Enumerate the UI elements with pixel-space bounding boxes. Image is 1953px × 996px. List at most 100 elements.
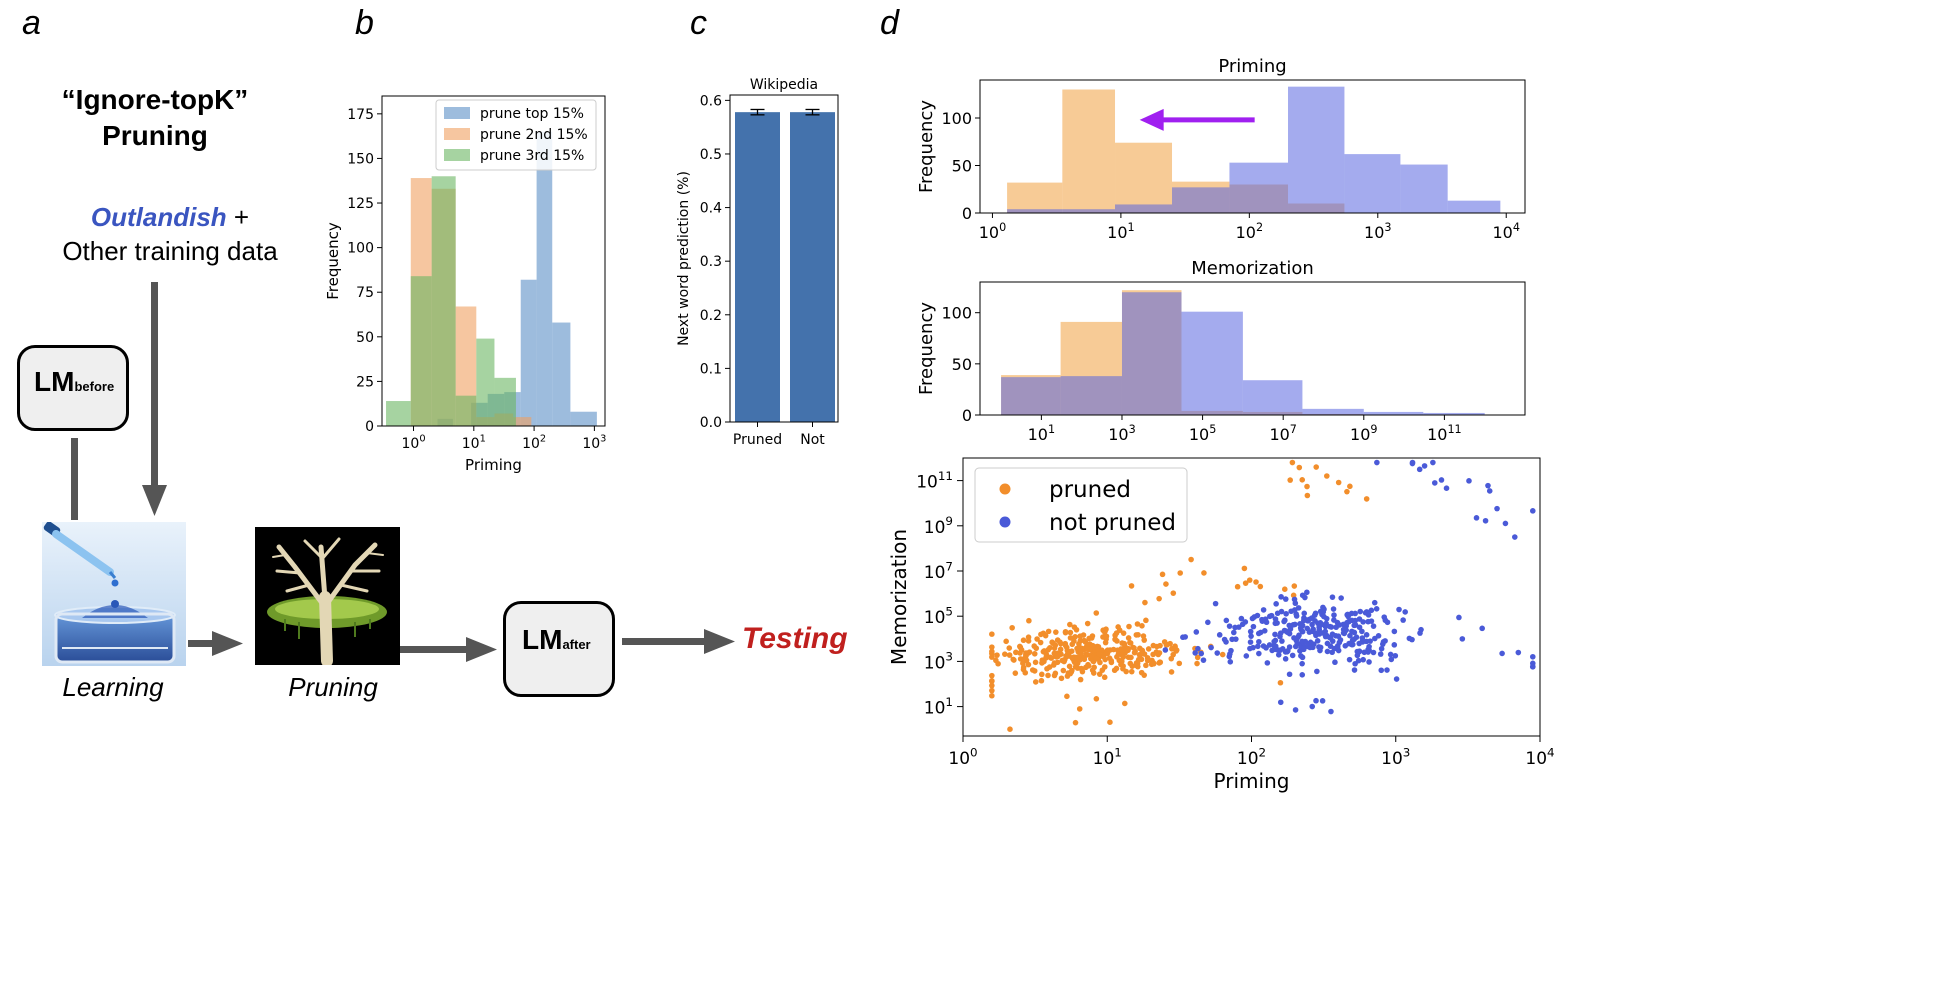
scatter-point-0-226 [1044,665,1050,672]
scatter-point-1-44 [1250,623,1257,630]
scatter-point-0-275 [1067,635,1074,641]
plot-frame [979,281,1526,416]
scatter-point-1-29 [1396,606,1402,613]
scatter-point-1-132 [1299,660,1305,667]
scatter-point-1-293 [1402,609,1408,615]
x-tick-label-2: 102 [522,434,546,452]
scatter-point-1-114 [1400,617,1406,623]
scatter-point-0-251 [1110,646,1117,653]
scatter-point-0-1 [1066,663,1073,670]
scatter-point-1-313 [1292,707,1299,713]
scatter-point-0-335 [1007,726,1013,732]
legend-swatch-1 [444,128,470,140]
scatter-point-1-252 [1269,647,1275,654]
scatter-point-1-10 [1346,656,1353,663]
scatter-point-0-221 [1157,659,1164,666]
x-tick-label-1: 101 [462,434,486,452]
scatter-point-0-0 [989,631,995,637]
scatter-point-1-249 [1248,633,1254,639]
scatter-point-0-368 [1121,700,1128,707]
scatter-point-0-333 [989,692,995,699]
annotation-arrow-head [1139,108,1164,131]
scatter-point-1-14 [1366,659,1372,665]
scatter-point-0-218 [1125,654,1132,661]
scatter-point-1-258 [1331,617,1337,623]
scatter-point-1-192 [1304,589,1310,596]
scatter-point-1-245 [1317,620,1324,626]
scatter-point-1-234 [1274,610,1281,617]
plot-frame [729,94,839,423]
scatter-point-1-178 [1324,648,1331,655]
scatter-point-0-177 [1017,650,1023,656]
scatter-point-0-319 [989,678,995,684]
scatter-point-1-197 [1282,656,1289,662]
scatter-point-1-232 [1337,637,1344,643]
scatter-point-1-95 [1388,656,1395,663]
y-tick-label-4: 100 [347,241,374,257]
scatter-point-1-173 [1378,645,1385,652]
flow-arrows [71,282,735,662]
y-tick-label-1: 50 [952,157,972,176]
legend-swatch-0 [444,107,470,119]
scatter-point-0-284 [1103,650,1110,657]
y-tick-label-0: 0.0 [700,415,722,431]
scatter-point-0-325 [1025,650,1032,656]
scatter-point-1-193 [1359,628,1365,635]
scatter-point-1-156 [1267,613,1273,620]
scatter-point-0-342 [1257,583,1264,590]
scatter-point-0-312 [1091,643,1097,650]
scatter-point-1-250 [1271,638,1277,645]
scatter-point-1-297 [1238,615,1245,622]
scatter-point-0-318 [1135,656,1142,663]
scatter-point-0-271 [1135,663,1141,670]
scatter-point-0-293 [1051,650,1058,657]
scatter-point-0-360 [1246,577,1253,583]
scatter-point-1-205 [1353,634,1360,640]
scatter-point-0-239 [1067,670,1074,677]
scatter-point-0-320 [1034,636,1040,642]
legend-label-0: pruned [1049,477,1131,503]
scatter-point-0-129 [1143,662,1149,669]
scatter-point-1-187 [1249,615,1256,622]
scatter-point-1-309 [1466,478,1472,484]
scatter-point-0-123 [1020,664,1027,671]
scatter-point-1-190 [1247,628,1254,635]
scatter-point-1-155 [1162,647,1169,653]
histogram-bar-0-7 [520,279,537,426]
y-tick-label-2: 50 [356,330,374,346]
scatter-point-0-176 [1127,660,1134,667]
scatter-point-1-289 [1417,630,1423,636]
y-tick-label-4: 0.4 [700,201,722,217]
histogram-bar-0-10 [570,411,597,426]
scatter-point-1-164 [1195,645,1201,652]
scatter-point-0-311 [1072,634,1078,640]
scatter-point-1-328 [1515,649,1522,656]
scatter-point-0-235 [1102,664,1108,670]
scatter-point-0-291 [1118,646,1124,652]
scatter-point-0-316 [1096,671,1103,677]
scatter-point-1-17 [1384,667,1390,673]
lm-after-main: LM [522,624,563,655]
scatter-point-0-201 [1038,631,1044,638]
scatter-point-1-305 [1421,463,1428,469]
title-line-2: Pruning [102,120,208,151]
testing-label: Testing [742,622,848,655]
histogram-bar-1-7 [1400,164,1448,213]
scatter-point-0-356 [1304,492,1311,499]
scatter-point-0-223 [1071,624,1078,630]
x-tick-label-3: 107 [1269,423,1296,444]
scatter-point-1-121 [1370,623,1377,629]
scatter-point-1-179 [1254,612,1261,619]
scatter-point-0-85 [1025,638,1032,644]
scatter-point-1-126 [1363,632,1370,638]
scatter-point-1-51 [1314,668,1320,675]
scatter-point-0-212 [1068,648,1075,654]
scatter-point-0-348 [1299,477,1306,483]
histogram-bar-2-4 [476,338,495,426]
arrow-pruning-head [466,637,497,662]
scatter-point-0-364 [1177,570,1183,576]
scatter-point-1-71 [1242,619,1249,625]
scatter-point-1-141 [1262,616,1269,622]
scatter-point-1-59 [1352,660,1358,667]
chart-title: Memorization [1191,258,1314,279]
